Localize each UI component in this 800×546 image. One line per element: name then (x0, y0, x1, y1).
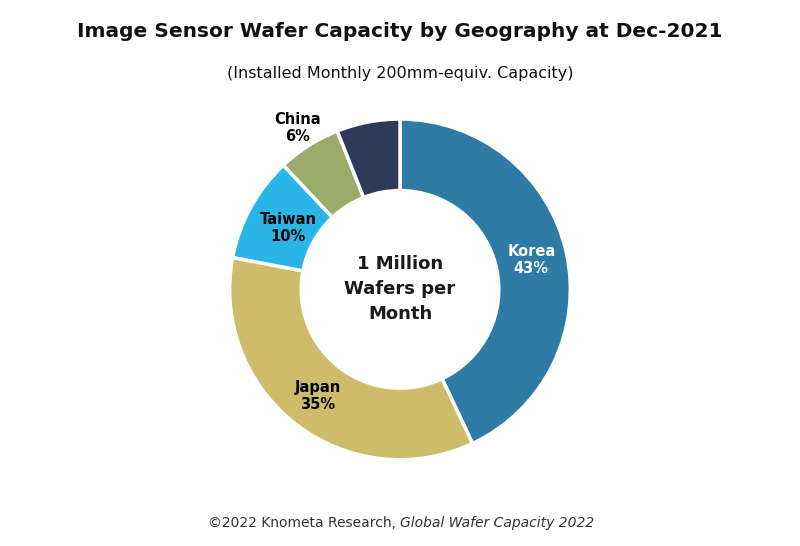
Text: 1 Million
Wafers per
Month: 1 Million Wafers per Month (345, 256, 455, 323)
Wedge shape (283, 131, 364, 217)
Wedge shape (400, 119, 570, 443)
Text: ©2022 Knometa Research,: ©2022 Knometa Research, (208, 515, 400, 530)
Text: Global Wafer Capacity 2022: Global Wafer Capacity 2022 (400, 515, 594, 530)
Wedge shape (230, 258, 473, 460)
Text: Japan
35%: Japan 35% (294, 379, 341, 412)
Wedge shape (338, 119, 400, 198)
Text: Image Sensor Wafer Capacity by Geography at Dec-2021: Image Sensor Wafer Capacity by Geography… (78, 22, 722, 41)
Text: (Installed Monthly 200mm-equiv. Capacity): (Installed Monthly 200mm-equiv. Capacity… (226, 66, 574, 80)
Text: Korea
43%: Korea 43% (507, 244, 555, 276)
Text: Other
6%: Other 6% (341, 86, 388, 118)
Text: Taiwan
10%: Taiwan 10% (259, 212, 317, 244)
Wedge shape (233, 165, 332, 271)
Text: China
6%: China 6% (274, 112, 321, 145)
